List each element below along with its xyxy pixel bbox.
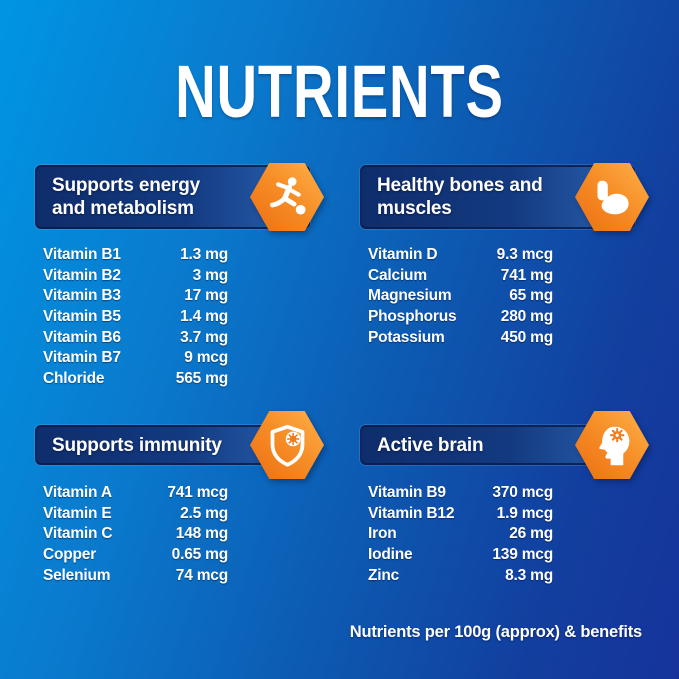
nutrient-value: 9 mcg bbox=[184, 349, 228, 367]
nutrient-label: Vitamin B1 bbox=[43, 246, 121, 264]
nutrient-value: 26 mg bbox=[509, 525, 553, 543]
section-title-line: Supports energy bbox=[52, 175, 200, 196]
nutrient-list: Vitamin B9 370 mcg Vitamin B12 1.9 mcg Iron 2… bbox=[360, 483, 553, 586]
nutrient-row: Vitamin B5 1.4 mg bbox=[35, 307, 228, 328]
nutrient-label: Vitamin B9 bbox=[368, 484, 446, 502]
nutrient-row: Copper 0.65 mg bbox=[35, 545, 228, 566]
section-title-line: Supports immunity bbox=[52, 434, 222, 456]
hexagon-badge bbox=[250, 411, 324, 479]
nutrient-label: Copper bbox=[43, 546, 97, 564]
section-brain: Active brain bbox=[360, 411, 649, 586]
nutrient-label: Selenium bbox=[43, 566, 111, 584]
nutrient-row: Vitamin B9 370 mcg bbox=[360, 483, 553, 504]
nutrient-label: Vitamin E bbox=[43, 504, 112, 522]
nutrient-row: Potassium 450 mg bbox=[360, 327, 553, 348]
nutrient-row: Zinc 8.3 mg bbox=[360, 565, 553, 586]
nutrient-row: Vitamin C 148 mg bbox=[35, 524, 228, 545]
section-title: Supports immunity bbox=[52, 434, 222, 457]
section-bones-muscles: Healthy bones and muscles Vitamin D 9.3 m… bbox=[360, 163, 649, 348]
nutrient-row: Selenium 74 mcg bbox=[35, 565, 228, 586]
section-immunity: Supports immunity bbox=[35, 411, 324, 586]
nutrient-label: Chloride bbox=[43, 369, 105, 387]
section-title: Supports energy and metabolism bbox=[52, 174, 308, 220]
nutrient-label: Vitamin B5 bbox=[43, 308, 121, 326]
nutrient-row: Vitamin A 741 mcg bbox=[35, 483, 228, 504]
nutrient-value: 741 mg bbox=[500, 266, 553, 284]
section-title-line: Healthy bones and bbox=[377, 175, 543, 196]
nutrient-row: Vitamin B12 1.9 mcg bbox=[360, 504, 553, 525]
nutrient-row: Vitamin B2 3 mg bbox=[35, 266, 228, 287]
nutrient-row: Phosphorus 280 mg bbox=[360, 307, 553, 328]
nutrient-value: 1.4 mg bbox=[180, 308, 228, 326]
section-title-line: muscles bbox=[377, 198, 452, 219]
nutrient-value: 1.9 mcg bbox=[496, 504, 554, 522]
nutrient-value: 280 mg bbox=[500, 308, 553, 326]
nutrient-label: Zinc bbox=[368, 566, 400, 584]
nutrient-row: Vitamin B6 3.7 mg bbox=[35, 327, 228, 348]
nutrient-label: Vitamin B2 bbox=[43, 266, 121, 284]
nutrient-label: Vitamin B3 bbox=[43, 287, 121, 305]
page-title: NUTRIENTS bbox=[175, 50, 504, 133]
section-title: Active brain bbox=[377, 434, 484, 457]
nutrient-row: Vitamin E 2.5 mg bbox=[35, 504, 228, 525]
nutrient-list: Vitamin A 741 mcg Vitamin E 2.5 mg Vitamin C… bbox=[35, 483, 228, 586]
bicep-muscle-icon bbox=[575, 163, 649, 231]
nutrient-row: Vitamin B7 9 mcg bbox=[35, 348, 228, 369]
nutrient-label: Iodine bbox=[368, 546, 413, 564]
nutrient-label: Vitamin A bbox=[43, 484, 112, 502]
nutrient-value: 370 mcg bbox=[492, 484, 553, 502]
nutrient-value: 3 mg bbox=[192, 266, 229, 284]
footer-note: Nutrients per 100g (approx) & benefits bbox=[349, 623, 642, 641]
nutrient-label: Vitamin C bbox=[43, 525, 113, 543]
section-title-line: Active brain bbox=[377, 434, 484, 456]
head-gear-icon bbox=[575, 411, 649, 479]
nutrient-value: 2.5 mg bbox=[180, 504, 228, 522]
section-header-energy: Supports energy and metabolism bbox=[35, 163, 324, 231]
nutrient-label: Magnesium bbox=[368, 287, 452, 305]
nutrient-row: Vitamin D 9.3 mcg bbox=[360, 245, 553, 266]
nutrient-list: Vitamin D 9.3 mcg Calcium 741 mg Magnesium 65… bbox=[360, 245, 553, 348]
section-header-bones: Healthy bones and muscles bbox=[360, 163, 649, 231]
nutrient-value: 65 mg bbox=[509, 287, 553, 305]
nutrient-value: 1.3 mg bbox=[180, 246, 228, 264]
hexagon-badge bbox=[250, 163, 324, 231]
nutrient-label: Potassium bbox=[368, 328, 445, 346]
nutrient-row: Calcium 741 mg bbox=[360, 266, 553, 287]
section-title: Healthy bones and muscles bbox=[377, 174, 633, 220]
nutrient-value: 0.65 mg bbox=[171, 546, 229, 564]
section-header-brain: Active brain bbox=[360, 411, 649, 479]
nutrient-row: Vitamin B3 17 mg bbox=[35, 286, 228, 307]
nutrient-row: Iodine 139 mcg bbox=[360, 545, 553, 566]
nutrient-label: Vitamin D bbox=[368, 246, 438, 264]
nutrient-value: 139 mcg bbox=[492, 546, 553, 564]
nutrient-row: Iron 26 mg bbox=[360, 524, 553, 545]
nutrient-value: 3.7 mg bbox=[180, 328, 228, 346]
nutrient-label: Phosphorus bbox=[368, 308, 457, 326]
nutrient-value: 17 mg bbox=[184, 287, 228, 305]
nutrient-row: Vitamin B1 1.3 mg bbox=[35, 245, 228, 266]
shield-virus-icon bbox=[250, 411, 324, 479]
hexagon-badge bbox=[575, 163, 649, 231]
runner-kicking-ball-icon bbox=[250, 163, 324, 231]
nutrient-value: 8.3 mg bbox=[505, 566, 553, 584]
nutrient-row: Magnesium 65 mg bbox=[360, 286, 553, 307]
nutrient-label: Vitamin B12 bbox=[368, 504, 455, 522]
nutrient-value: 9.3 mcg bbox=[496, 246, 554, 264]
nutrient-value: 565 mg bbox=[175, 369, 228, 387]
section-energy-metabolism: Supports energy and metabolism bbox=[35, 163, 324, 389]
nutrient-label: Vitamin B7 bbox=[43, 349, 121, 367]
nutrient-value: 741 mcg bbox=[167, 484, 228, 502]
section-header-immunity: Supports immunity bbox=[35, 411, 324, 479]
nutrient-list: Vitamin B1 1.3 mg Vitamin B2 3 mg Vitamin B3… bbox=[35, 245, 228, 389]
nutrient-label: Calcium bbox=[368, 266, 427, 284]
hexagon-badge bbox=[575, 411, 649, 479]
nutrient-label: Vitamin B6 bbox=[43, 328, 121, 346]
section-title-line: and metabolism bbox=[52, 198, 194, 219]
nutrient-label: Iron bbox=[368, 525, 397, 543]
nutrient-value: 148 mg bbox=[175, 525, 228, 543]
nutrient-value: 450 mg bbox=[500, 328, 553, 346]
nutrient-row: Chloride 565 mg bbox=[35, 369, 228, 390]
nutrient-value: 74 mcg bbox=[175, 566, 228, 584]
